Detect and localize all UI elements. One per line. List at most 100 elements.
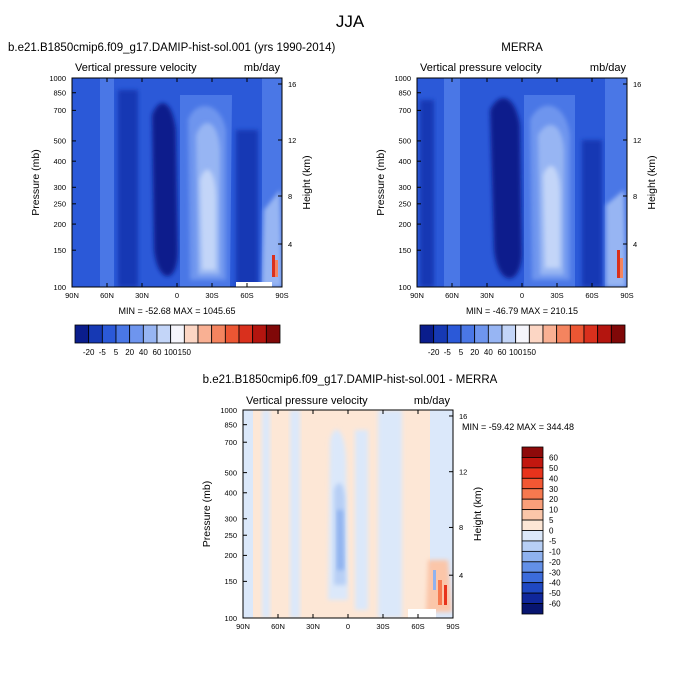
x-tick-label: 90S bbox=[446, 622, 459, 631]
colorbar-label: -60 bbox=[549, 600, 561, 609]
x-tick-label: 90S bbox=[275, 291, 288, 300]
height-tick-label: 16 bbox=[459, 412, 467, 421]
colorbar-swatch bbox=[521, 561, 544, 573]
colorbar-label: -20 bbox=[83, 348, 95, 357]
colorbar-swatch bbox=[170, 324, 185, 344]
x-tick-label: 30S bbox=[205, 291, 218, 300]
colorbar-swatch bbox=[419, 324, 435, 344]
colorbar-label: -20 bbox=[428, 348, 440, 357]
colorbar-label: 0 bbox=[549, 527, 554, 536]
height-tick-label: 16 bbox=[288, 80, 296, 89]
colorbar-label: -5 bbox=[444, 348, 452, 357]
y-tick-label: 300 bbox=[53, 183, 66, 192]
x-tick-label: 0 bbox=[346, 622, 350, 631]
y-tick-label: 150 bbox=[224, 577, 237, 586]
colorbar-label: 20 bbox=[470, 348, 479, 357]
colorbar-swatch bbox=[521, 519, 544, 531]
y-tick-label: 850 bbox=[53, 89, 66, 98]
colorbar-swatch bbox=[446, 324, 462, 344]
x-tick-label: 90N bbox=[410, 291, 424, 300]
colorbar-label: 5 bbox=[114, 348, 119, 357]
contour-field bbox=[243, 410, 453, 618]
colorbar-label: 40 bbox=[139, 348, 148, 357]
colorbar-swatch bbox=[521, 582, 544, 594]
variable-label: Vertical pressure velocity bbox=[420, 62, 542, 74]
colorbar-label: -10 bbox=[549, 547, 561, 556]
colorbar-swatch bbox=[521, 571, 544, 584]
y-axis-label-right: Height (km) bbox=[301, 155, 313, 209]
panel-difference: b.e21.B1850cmip6.f09_g17.DAMIP-hist-sol.… bbox=[201, 374, 574, 631]
colorbar-label: -50 bbox=[549, 589, 561, 598]
colorbar-swatch bbox=[521, 603, 544, 615]
colorbar-swatch bbox=[88, 324, 103, 344]
colorbar-label: 10 bbox=[549, 506, 558, 515]
contour-field bbox=[417, 78, 627, 287]
x-tick-label: 30S bbox=[376, 622, 389, 631]
y-tick-label: 300 bbox=[224, 515, 237, 524]
colorbar-swatch bbox=[433, 324, 448, 344]
panel-merra: MERRA Vertical pressure velocity mb/day … bbox=[375, 42, 658, 357]
colorbar-label: 100 bbox=[509, 348, 523, 357]
x-tick-label: 60N bbox=[271, 622, 285, 631]
y-tick-label: 100 bbox=[398, 283, 411, 292]
y-tick-label: 850 bbox=[224, 420, 237, 429]
colorbar-label: 5 bbox=[549, 516, 554, 525]
y-tick-label: 200 bbox=[398, 220, 411, 229]
x-tick-label: 90N bbox=[236, 622, 250, 631]
min-max-stats: MIN = -52.68 MAX = 1045.65 bbox=[118, 306, 235, 316]
colorbar-swatch bbox=[238, 324, 254, 344]
colorbar-swatch bbox=[521, 509, 544, 521]
x-tick-label: 90S bbox=[620, 291, 633, 300]
colorbar-swatch bbox=[521, 530, 544, 542]
x-tick-label: 30N bbox=[135, 291, 149, 300]
colorbar-swatch bbox=[265, 324, 281, 344]
colorbar-swatch bbox=[521, 592, 544, 604]
y-tick-label: 150 bbox=[398, 246, 411, 255]
colorbar-swatch bbox=[583, 324, 599, 344]
colorbar-swatch bbox=[515, 324, 530, 344]
y-axis-label-right: Height (km) bbox=[472, 487, 484, 541]
colorbar-swatch bbox=[521, 488, 544, 500]
y-tick-label: 250 bbox=[53, 200, 66, 209]
height-tick-label: 4 bbox=[288, 240, 292, 249]
y-tick-label: 500 bbox=[398, 137, 411, 146]
colorbar-swatch bbox=[252, 324, 267, 344]
y-tick-label: 200 bbox=[53, 220, 66, 229]
y-tick-label: 200 bbox=[224, 551, 237, 560]
colorbar-swatch bbox=[474, 324, 489, 344]
x-tick-label: 60S bbox=[240, 291, 253, 300]
y-tick-label: 100 bbox=[53, 283, 66, 292]
colorbar-label: 30 bbox=[549, 485, 558, 494]
colorbar-swatch bbox=[183, 324, 199, 344]
colorbar-swatch bbox=[129, 324, 144, 344]
x-tick-label: 0 bbox=[520, 291, 524, 300]
colorbar-swatch bbox=[156, 324, 172, 344]
y-tick-label: 700 bbox=[224, 438, 237, 447]
colorbar-swatch bbox=[521, 498, 544, 511]
colorbar-swatch bbox=[460, 324, 476, 344]
x-tick-label: 60N bbox=[445, 291, 459, 300]
x-tick-label: 60N bbox=[100, 291, 114, 300]
colorbar-swatch bbox=[197, 324, 213, 344]
x-tick-label: 60S bbox=[585, 291, 598, 300]
panel-title: b.e21.B1850cmip6.f09_g17.DAMIP-hist-sol.… bbox=[8, 42, 335, 54]
y-tick-label: 1000 bbox=[49, 74, 66, 83]
colorbar-swatch bbox=[521, 457, 544, 469]
y-tick-label: 400 bbox=[224, 489, 237, 498]
y-axis-label-right: Height (km) bbox=[646, 155, 658, 209]
colorbar-label: -5 bbox=[549, 537, 557, 546]
colorbar-label: 150 bbox=[178, 348, 192, 357]
y-tick-label: 500 bbox=[224, 468, 237, 477]
panel-title: b.e21.B1850cmip6.f09_g17.DAMIP-hist-sol.… bbox=[203, 374, 498, 386]
y-tick-label: 700 bbox=[398, 106, 411, 115]
colorbar-swatch bbox=[224, 324, 240, 344]
height-tick-label: 8 bbox=[288, 192, 292, 201]
colorbar-label: 60 bbox=[153, 348, 162, 357]
height-tick-label: 12 bbox=[459, 468, 467, 477]
units-label: mb/day bbox=[590, 62, 627, 74]
y-tick-label: 250 bbox=[224, 531, 237, 540]
height-tick-label: 4 bbox=[633, 240, 637, 249]
colorbar-label: 20 bbox=[125, 348, 134, 357]
y-axis-label: Pressure (mb) bbox=[30, 149, 42, 216]
